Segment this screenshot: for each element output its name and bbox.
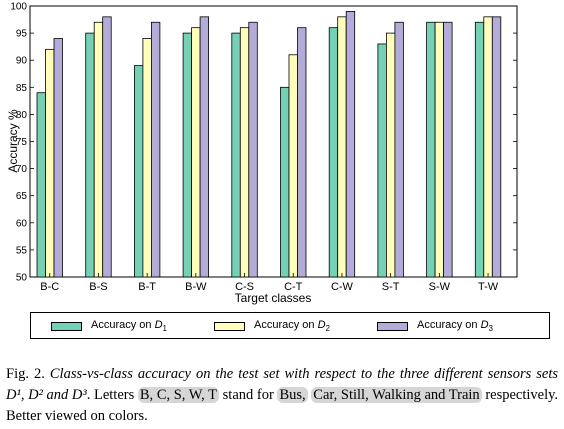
y-tick-label: 90	[16, 56, 28, 67]
bar-T-W-d1	[474, 21, 485, 278]
caption-sets: D¹, D² and D³	[6, 387, 87, 403]
bar-S-T-d1	[377, 43, 387, 278]
bar-T-W-d3	[491, 16, 502, 278]
legend-label-d2: Accuracy on D2	[254, 318, 330, 334]
x-tick-label-S-W: S-W	[429, 281, 451, 293]
x-tick-label-C-S: C-S	[235, 281, 254, 293]
y-tick-label: 75	[16, 137, 28, 148]
bar-B-T-d1	[133, 65, 144, 278]
legend-swatch-d2	[214, 321, 245, 331]
bar-C-T-d2	[288, 54, 298, 278]
bar-B-T-d3	[150, 21, 161, 278]
bar-B-S-d2	[93, 21, 104, 278]
bar-B-S-d1	[85, 32, 95, 278]
bar-C-T-d3	[297, 27, 307, 278]
legend-item-d3: Accuracy on D3	[377, 319, 493, 333]
bar-S-W-d3	[443, 21, 453, 278]
legend-label-d1: Accuracy on D1	[91, 318, 167, 334]
bar-B-T-d2	[142, 38, 152, 278]
caption-bus-highlight: Bus,	[277, 387, 308, 403]
y-tick-label: 80	[16, 110, 28, 121]
bar-C-W-d2	[337, 16, 347, 278]
caption-classes-highlight: Car, Still, Walking and Train	[311, 387, 482, 403]
y-tick-label: 70	[16, 164, 28, 175]
caption-letters-highlight: B, C, S, W, T	[137, 387, 220, 403]
legend-swatch-d3	[377, 321, 408, 331]
caption-description: Class-vs-class accuracy on the test set …	[49, 366, 558, 382]
x-tick-label-B-T: B-T	[138, 281, 156, 293]
bar-chart: 50 55 60 65 70 75 80 85 90 95 100 B-C B-S B-T B-W C-S C…	[6, 2, 518, 305]
bar-B-W-d1	[182, 32, 193, 278]
x-tick-label-B-W: B-W	[185, 281, 207, 293]
legend: Accuracy on D1 Accuracy on D2 Accuracy o…	[30, 312, 550, 339]
y-tick-label: 50	[16, 273, 28, 284]
legend-swatch-d1	[51, 321, 82, 331]
x-axis-ticks: B-C B-S B-T B-W C-S C-T C-W S-T S-W T-W	[40, 273, 499, 293]
y-tick-label: 60	[16, 218, 28, 229]
legend-label-d3: Accuracy on D3	[417, 318, 493, 334]
caption-text-end: respectively. Better viewed on colors.	[6, 387, 559, 424]
bar-S-T-d2	[385, 32, 396, 278]
y-tick-label: 95	[16, 29, 28, 40]
bar-B-W-d2	[191, 27, 201, 278]
figure-caption: Fig. 2. Class-vs-class accuracy on the t…	[6, 364, 558, 427]
x-tick-label-T-W: T-W	[478, 281, 499, 293]
bar-B-C-d2	[45, 48, 55, 278]
x-axis-label: Target classes	[235, 291, 312, 305]
bar-T-W-d2	[483, 16, 493, 278]
bar-C-W-d3	[345, 11, 356, 278]
y-tick-label: 100	[10, 2, 27, 13]
bar-C-T-d1	[280, 86, 290, 278]
bar-C-S-d2	[239, 27, 250, 278]
y-tick-label: 85	[16, 83, 28, 94]
caption-text-stand-for: stand for	[222, 387, 274, 403]
bar-B-C-d3	[53, 38, 63, 278]
x-tick-label-C-T: C-T	[284, 281, 303, 293]
y-tick-label: 55	[16, 245, 28, 256]
x-tick-label-B-C: B-C	[40, 281, 59, 293]
bar-C-S-d1	[231, 32, 241, 278]
bar-S-T-d3	[394, 21, 404, 278]
bar-C-S-d3	[248, 21, 258, 278]
bar-B-S-d3	[102, 16, 112, 278]
y-axis-label: Accuracy %	[6, 109, 20, 173]
caption-text-letters: . Letters	[86, 387, 135, 403]
x-tick-label-B-S: B-S	[89, 281, 107, 293]
bar-B-C-d1	[36, 92, 46, 278]
legend-item-d1: Accuracy on D1	[51, 319, 167, 333]
legend-item-d2: Accuracy on D2	[214, 319, 330, 333]
bar-B-W-d3	[199, 16, 210, 278]
x-tick-label-C-W: C-W	[331, 281, 354, 293]
bar-S-W-d1	[426, 21, 436, 278]
bar-S-W-d2	[434, 21, 445, 278]
caption-fig-label: Fig. 2.	[6, 366, 45, 382]
bars-group	[36, 11, 502, 278]
bar-C-W-d1	[328, 27, 339, 278]
y-axis-ticks: 50 55 60 65 70 75 80 85 90 95 100	[10, 2, 517, 284]
x-tick-label-S-T: S-T	[382, 281, 400, 293]
y-tick-label: 65	[16, 191, 28, 202]
